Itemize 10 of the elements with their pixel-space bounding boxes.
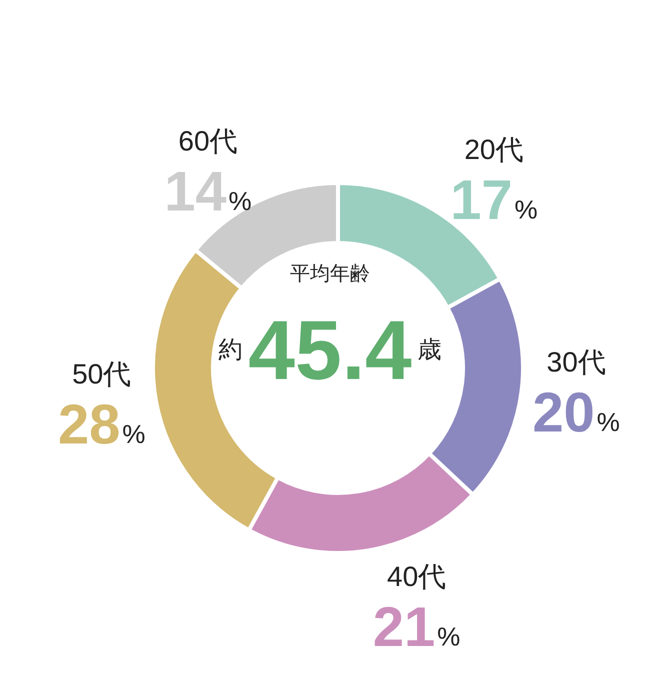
data-label: 17% (450, 168, 538, 232)
slice-label: 30代 (546, 346, 606, 378)
slice-label: 60代 (178, 126, 238, 157)
slice-label: 50代 (72, 358, 132, 390)
text: 平均年齢 (290, 261, 370, 285)
slice-label: 40代 (387, 561, 446, 592)
data-label: 21% (372, 595, 460, 658)
slice-label: 20代 (464, 134, 524, 166)
data-label: 28% (58, 392, 146, 456)
data-label: 20% (532, 380, 620, 444)
